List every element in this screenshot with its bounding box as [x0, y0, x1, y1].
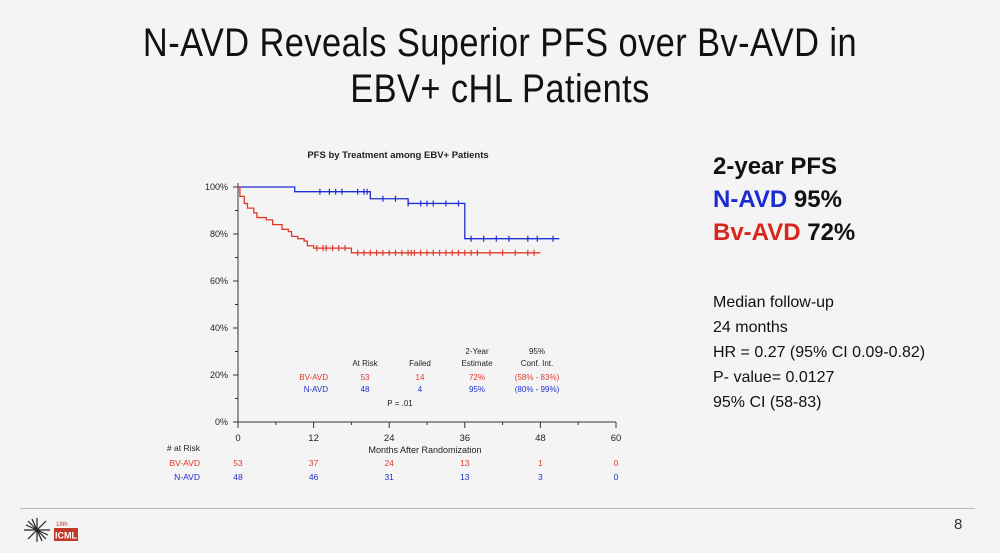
slide-title: N-AVD Reveals Superior PFS over Bv-AVD i… — [70, 20, 930, 112]
stats-line: P- value= 0.0127 — [713, 369, 835, 386]
slide-title-line1: N-AVD Reveals Superior PFS over Bv-AVD i… — [142, 21, 858, 65]
stats-line: Median follow-up — [713, 294, 834, 311]
y-tick-label: 20% — [210, 370, 228, 380]
pfs-n-avd-label: N-AVD — [713, 186, 788, 213]
stats-line: 24 months — [713, 319, 788, 336]
summary-header: 95% — [529, 347, 545, 356]
y-tick-label: 80% — [210, 229, 228, 239]
at-risk-row-label: BV-AVD — [169, 458, 200, 468]
chart-curves — [238, 186, 560, 254]
x-tick-label: 12 — [308, 433, 319, 444]
at-risk-value: 37 — [309, 458, 319, 468]
p-value-label: P = .01 — [387, 399, 413, 408]
summary-header: 2-Year — [465, 347, 489, 356]
number-at-risk-table: # at Risk BV-AVD 53 37 24 13 1 0 N-AVD 48 46 31 13 3 0 — [167, 443, 619, 482]
summary-table: 2-Year 95% At Risk Failed Estimate Conf. Int.… — [299, 347, 559, 408]
x-tick-label: 24 — [384, 433, 395, 444]
footer-divider — [20, 508, 975, 509]
n-avd-curve — [238, 186, 560, 240]
bv-avd-curve — [238, 186, 541, 254]
summary-header: Failed — [409, 359, 431, 368]
pfs-n-avd-row: N-AVD 95% — [713, 183, 855, 216]
logo-badge — [54, 528, 78, 541]
slide-title-line2: EBV+ cHL Patients — [350, 67, 650, 111]
x-tick-label: 0 — [235, 433, 240, 444]
at-risk-value: 1 — [538, 458, 543, 468]
summary-cell: (80% - 99%) — [515, 385, 560, 394]
chart-tick-labels: 0% 20% 40% 60% 80% 100% 0 12 24 36 48 60 — [205, 182, 621, 444]
y-tick-label: 100% — [205, 182, 228, 192]
summary-cell: (58% - 83%) — [515, 373, 560, 382]
x-tick-label: 60 — [611, 433, 622, 444]
chart-title: PFS by Treatment among EBV+ Patients — [307, 150, 488, 161]
at-risk-value: 46 — [309, 472, 319, 482]
y-tick-label: 0% — [215, 417, 228, 427]
stats-text: Median follow-up 24 months HR = 0.27 (95… — [713, 290, 925, 415]
summary-cell: 53 — [361, 373, 370, 382]
x-tick-label: 48 — [535, 433, 546, 444]
y-tick-label: 40% — [210, 323, 228, 333]
starburst-icon — [24, 518, 50, 542]
pfs-n-avd-value: 95% — [793, 186, 842, 213]
pfs-summary: 2-year PFS N-AVD 95% Bv-AVD 72% — [713, 150, 855, 249]
page-number: 8 — [954, 516, 963, 533]
summary-cell: 95% — [469, 385, 485, 394]
logo-text-top: 18th — [56, 522, 68, 528]
x-tick-label: 36 — [460, 433, 471, 444]
summary-header: At Risk — [352, 359, 378, 368]
summary-row-label: BV-AVD — [299, 373, 328, 382]
x-axis-label: Months After Randomization — [368, 445, 481, 455]
at-risk-value: 0 — [614, 458, 619, 468]
pfs-bv-avd-value: 72% — [807, 219, 856, 246]
at-risk-value: 24 — [384, 458, 394, 468]
chart-axes — [233, 183, 617, 428]
summary-cell: 72% — [469, 373, 485, 382]
chart-censor-marks — [316, 188, 554, 256]
summary-row-label: N-AVD — [304, 385, 329, 394]
at-risk-title: # at Risk — [167, 443, 201, 453]
icml-logo: 18th ICML — [24, 518, 78, 542]
summary-cell: 14 — [416, 373, 425, 382]
pfs-heading: 2-year PFS — [713, 153, 838, 180]
pfs-bv-avd-label: Bv-AVD — [713, 219, 801, 246]
at-risk-value: 3 — [538, 472, 543, 482]
pfs-bv-avd-row: Bv-AVD 72% — [713, 216, 855, 249]
at-risk-value: 13 — [460, 458, 470, 468]
logo-text-bottom: ICML — [55, 531, 77, 541]
at-risk-row-label: N-AVD — [174, 472, 200, 482]
at-risk-value: 31 — [384, 472, 394, 482]
stats-line: 95% CI (58-83) — [713, 394, 822, 411]
at-risk-value: 13 — [460, 472, 470, 482]
summary-header: Estimate — [461, 359, 493, 368]
at-risk-value: 48 — [233, 472, 243, 482]
stats-line: HR = 0.27 (95% CI 0.09-0.82) — [713, 344, 926, 361]
at-risk-value: 53 — [233, 458, 243, 468]
summary-cell: 48 — [361, 385, 370, 394]
at-risk-value: 0 — [614, 472, 619, 482]
y-tick-label: 60% — [210, 276, 228, 286]
summary-header: Conf. Int. — [521, 359, 553, 368]
summary-cell: 4 — [418, 385, 423, 394]
